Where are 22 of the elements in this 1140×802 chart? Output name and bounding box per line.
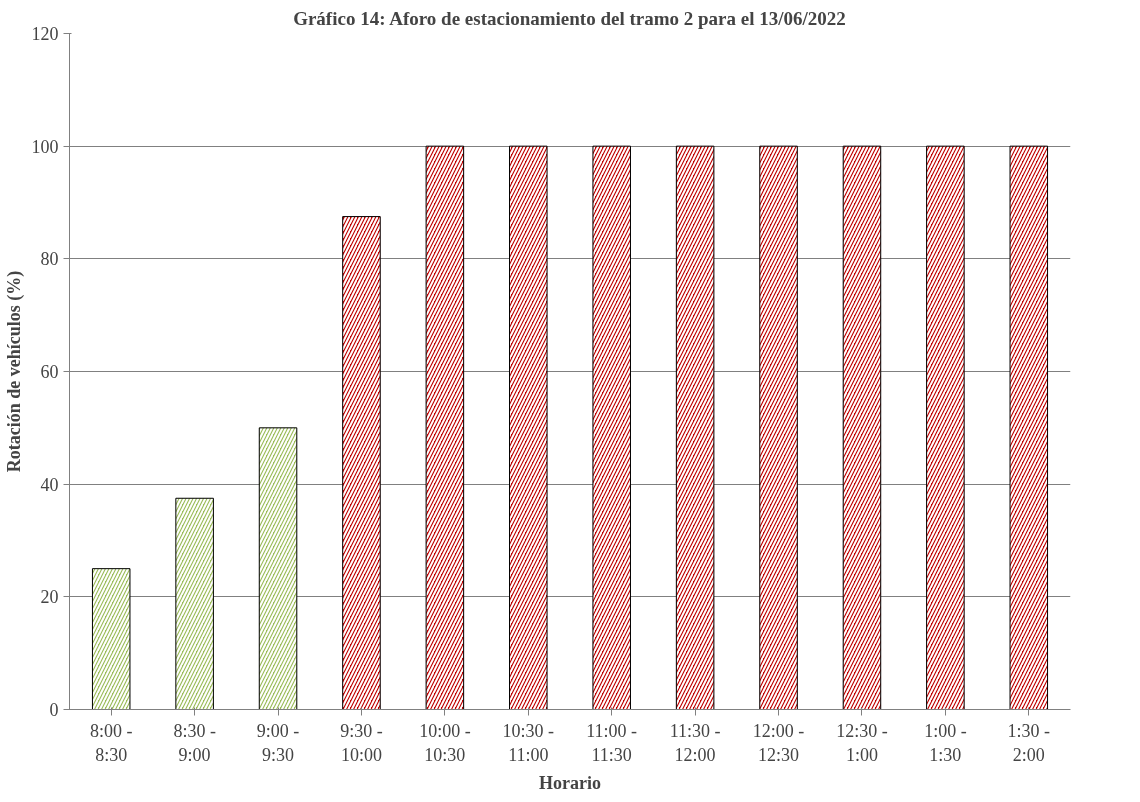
x-tick-label: 10:30 - 11:00 [502,720,555,765]
x-tick-label: 1:00 - 1:30 [924,720,967,765]
x-tick-label: 12:00 - 12:30 [752,720,805,765]
chart-title: Gráfico 14: Aforo de estacionamiento del tramo 2 para el 13/06/2022 [293,7,846,29]
x-tick-label: 1:30 - 2:00 [1007,720,1051,765]
y-tick-label: 80 [40,249,59,270]
y-tick-label: 20 [40,587,59,608]
x-tick-label: 8:30 - 9:00 [173,720,216,765]
y-tick-label: 0 [49,700,59,720]
x-axis-title: Horario [539,772,601,793]
x-tick-label: 11:30 - 12:00 [669,720,721,765]
x-tick-label: 8:00 - 8:30 [89,720,133,765]
x-tick-label: 9:00 - 9:30 [256,720,300,765]
x-tick-label: 9:30 - 10:00 [340,720,383,765]
y-tick-label: 40 [40,474,59,495]
x-tick-label: 11:00 - 11:30 [586,720,638,765]
y-tick-label: 60 [40,362,59,382]
x-tick-label: 10:00 - 10:30 [419,720,471,765]
y-tick-label: 100 [31,136,59,157]
x-tick-label: 12:30 - 1:00 [836,720,888,765]
y-tick-label: 120 [31,24,59,44]
y-axis-title: Rotación de vehículos (%) [3,270,25,473]
